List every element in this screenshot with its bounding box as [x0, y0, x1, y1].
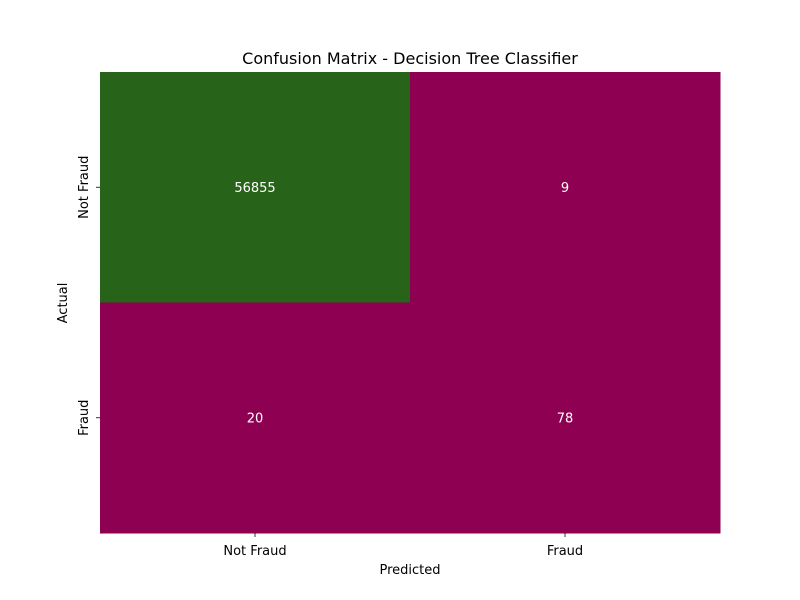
cell-value-label: 56855 [234, 181, 275, 196]
heatmap-cell [100, 72, 411, 303]
x-tick-label: Fraud [547, 544, 583, 559]
y-axis-label: Actual [56, 283, 71, 324]
y-tick-label: Fraud [77, 400, 92, 436]
cell-value-label: 9 [561, 181, 569, 196]
x-tick-label: Not Fraud [223, 544, 286, 559]
cell-value-label: 20 [247, 411, 264, 426]
x-axis: Not Fraud Fraud [223, 533, 583, 559]
y-axis: Not Fraud Fraud [77, 156, 100, 436]
heatmap-cell [100, 302, 411, 534]
heatmap-cell [410, 302, 721, 534]
heatmap-cells [100, 72, 721, 534]
heatmap-cell [410, 72, 721, 303]
y-tick-label: Not Fraud [77, 156, 92, 219]
heatmap-cell-labels: 56855 9 20 78 [234, 181, 573, 427]
x-axis-label: Predicted [379, 563, 440, 578]
chart-title: Confusion Matrix - Decision Tree Classif… [242, 49, 578, 68]
cell-value-label: 78 [557, 411, 574, 426]
